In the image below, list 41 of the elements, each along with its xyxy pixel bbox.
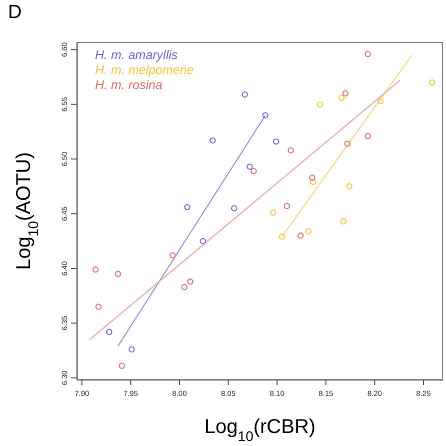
point — [310, 178, 316, 186]
point — [342, 90, 348, 97]
text: H. m. rosina — [95, 78, 164, 93]
point — [200, 238, 206, 244]
point — [92, 266, 99, 273]
point — [288, 147, 294, 154]
text: D — [8, 2, 22, 24]
point — [106, 328, 112, 335]
point — [250, 168, 257, 174]
point — [184, 204, 190, 210]
point — [273, 138, 280, 145]
point — [284, 202, 290, 210]
point — [364, 50, 371, 58]
point — [344, 140, 350, 147]
point — [309, 174, 316, 181]
point — [270, 210, 276, 216]
point — [128, 346, 135, 352]
point — [118, 362, 125, 369]
point — [278, 234, 286, 240]
point — [181, 284, 188, 290]
point — [316, 101, 324, 108]
text: H. m. amaryllis — [95, 48, 179, 63]
point — [297, 232, 304, 239]
point — [364, 132, 371, 140]
point — [346, 183, 352, 190]
point — [305, 228, 312, 234]
point — [170, 252, 176, 258]
point — [114, 270, 122, 277]
point — [95, 304, 102, 310]
x-axis-title: Log$_{10}$(rCBR) — [204, 416, 316, 444]
point — [377, 98, 384, 104]
point — [231, 205, 238, 212]
point — [262, 112, 268, 118]
point — [246, 164, 253, 170]
point — [338, 94, 345, 101]
point — [210, 137, 216, 144]
point — [340, 218, 347, 224]
point — [429, 79, 436, 86]
point — [187, 278, 194, 285]
point — [242, 91, 248, 98]
text: H. m. melpomene — [95, 63, 194, 78]
